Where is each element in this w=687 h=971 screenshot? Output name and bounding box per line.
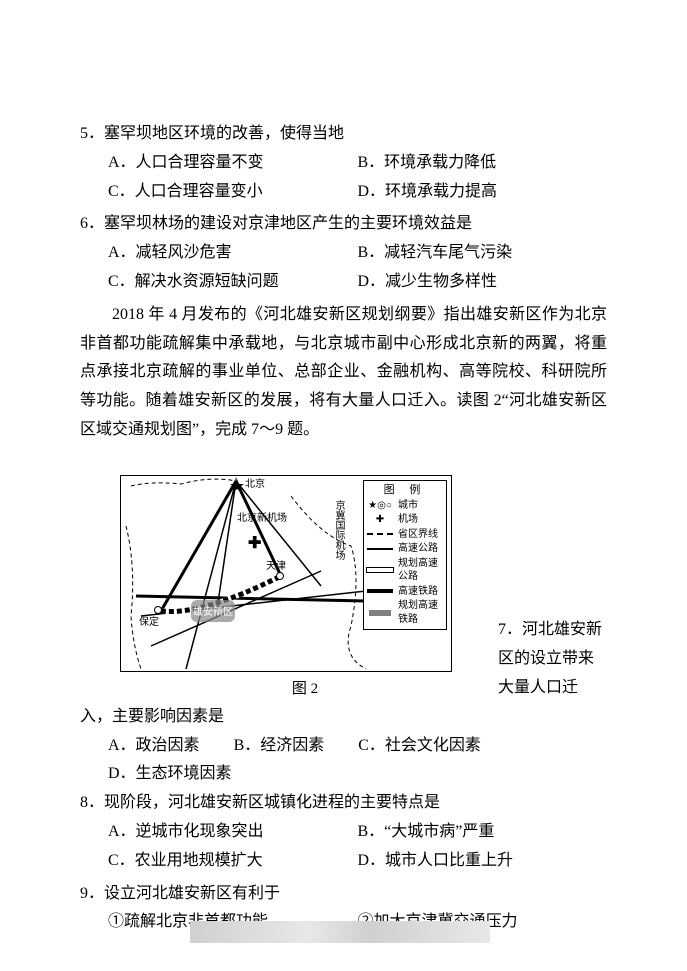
q5-opt-d: D．环境承载力提高 bbox=[358, 178, 608, 207]
question-5: 5．塞罕坝地区环境的改善，使得当地 A．人口合理容量不变 B．环境承载力降低 C… bbox=[80, 120, 607, 206]
planned-hsr-line-icon bbox=[366, 610, 394, 616]
expressway-line-icon bbox=[366, 548, 394, 550]
q5-stem: 塞罕坝地区环境的改善，使得当地 bbox=[104, 125, 344, 142]
q5-number: 5． bbox=[80, 125, 104, 142]
q8-options: A．逆城市化现象突出 B．“大城市病”严重 C．农业用地规模扩大 D．城市人口比… bbox=[80, 818, 607, 876]
label-baoding: 保定 bbox=[139, 614, 159, 632]
airport-side-label: 京冀国际机场 bbox=[333, 500, 344, 560]
q7-opt-c: C．社会文化因素 bbox=[358, 737, 481, 754]
q6-options: A．减轻风沙危害 B．减轻汽车尾气污染 C．解决水资源短缺问题 D．减少生物多样… bbox=[80, 239, 607, 297]
q7-opt-a: A．政治因素 bbox=[108, 737, 200, 754]
legend-airport: ✚机场 bbox=[366, 513, 444, 527]
q6-opt-a: A．减轻风沙危害 bbox=[108, 239, 358, 268]
q8-opt-a: A．逆城市化现象突出 bbox=[108, 818, 358, 847]
q6-stem: 塞罕坝林场的建设对京津地区产生的主要环境效益是 bbox=[104, 215, 472, 232]
planned-hw-line-icon bbox=[366, 567, 394, 573]
city-symbol-icon: ★◎○ bbox=[366, 499, 394, 513]
q7-number: 7． bbox=[498, 621, 522, 638]
figure-wrap: ★ 北京 天津 ✚ 北京新机场 保定 雄安新区 京冀国际机场 图 例 ★◎○城市 bbox=[80, 475, 607, 703]
question-8: 8．现阶段，河北雄安新区城镇化进程的主要特点是 A．逆城市化现象突出 B．“大城… bbox=[80, 789, 607, 875]
map-area: ★ 北京 天津 ✚ 北京新机场 保定 雄安新区 bbox=[121, 476, 366, 671]
q5-opt-a: A．人口合理容量不变 bbox=[108, 149, 358, 178]
q9-number: 9． bbox=[80, 885, 104, 902]
map-svg bbox=[121, 476, 366, 671]
q8-stem: 现阶段，河北雄安新区城镇化进程的主要特点是 bbox=[104, 794, 440, 811]
q7-side-text: 7．河北雄安新区的设立带来大量人口迁 bbox=[490, 616, 607, 702]
q6-number: 6． bbox=[80, 215, 104, 232]
label-bj-airport: 北京新机场 bbox=[237, 510, 287, 528]
passage-text: 2018 年 4 月发布的《河北雄安新区规划纲要》指出雄安新区作为北京非首都功能… bbox=[80, 301, 607, 445]
footer-watermark bbox=[190, 921, 490, 943]
label-beijing: 北京 bbox=[245, 476, 265, 494]
legend-city: ★◎○城市 bbox=[366, 499, 444, 513]
q8-opt-b: B．“大城市病”严重 bbox=[358, 818, 608, 847]
legend-box: 图 例 ★◎○城市 ✚机场 省区界线 高速公路 规划高速公路 高速铁路 规划高速… bbox=[363, 480, 447, 630]
q7-options: A．政治因素 B．经济因素 C．社会文化因素 D．生态环境因素 bbox=[80, 732, 607, 790]
baoding-dot-icon bbox=[154, 606, 162, 614]
airport-symbol-icon: ✚ bbox=[366, 513, 394, 527]
legend-province: 省区界线 bbox=[366, 528, 444, 542]
q9-stem: 设立河北雄安新区有利于 bbox=[104, 885, 280, 902]
q5-options: A．人口合理容量不变 B．环境承载力降低 C．人口合理容量变小 D．环境承载力提… bbox=[80, 149, 607, 207]
hsr-line-icon bbox=[366, 589, 394, 593]
legend-planned-hsr: 规划高速铁路 bbox=[366, 599, 444, 626]
q7-opt-b: B．经济因素 bbox=[234, 737, 325, 754]
figure-caption: 图 2 bbox=[120, 676, 490, 703]
legend-expressway: 高速公路 bbox=[366, 542, 444, 556]
q5-opt-c: C．人口合理容量变小 bbox=[108, 178, 358, 207]
q7-opt-d: D．生态环境因素 bbox=[108, 765, 232, 782]
exam-page: 5．塞罕坝地区环境的改善，使得当地 A．人口合理容量不变 B．环境承载力降低 C… bbox=[0, 0, 687, 937]
legend-planned-hw: 规划高速公路 bbox=[366, 557, 444, 584]
label-tianjin: 天津 bbox=[266, 558, 286, 576]
q8-opt-d: D．城市人口比重上升 bbox=[358, 847, 608, 876]
q7-stem-2: 入，主要影响因素是 bbox=[80, 703, 607, 732]
q8-opt-c: C．农业用地规模扩大 bbox=[108, 847, 358, 876]
q6-opt-d: D．减少生物多样性 bbox=[358, 268, 608, 297]
q6-opt-c: C．解决水资源短缺问题 bbox=[108, 268, 358, 297]
beijing-star-icon: ★ bbox=[229, 476, 245, 502]
map-figure: ★ 北京 天津 ✚ 北京新机场 保定 雄安新区 京冀国际机场 图 例 ★◎○城市 bbox=[120, 475, 452, 672]
airport-icon: ✚ bbox=[248, 530, 261, 559]
legend-hsr: 高速铁路 bbox=[366, 585, 444, 599]
province-line-icon bbox=[366, 533, 394, 535]
q5-opt-b: B．环境承载力降低 bbox=[358, 149, 608, 178]
question-6: 6．塞罕坝林场的建设对京津地区产生的主要环境效益是 A．减轻风沙危害 B．减轻汽… bbox=[80, 210, 607, 296]
legend-title: 图 例 bbox=[366, 483, 444, 498]
label-xiongan: 雄安新区 bbox=[193, 604, 233, 622]
q8-number: 8． bbox=[80, 794, 104, 811]
q6-opt-b: B．减轻汽车尾气污染 bbox=[358, 239, 608, 268]
